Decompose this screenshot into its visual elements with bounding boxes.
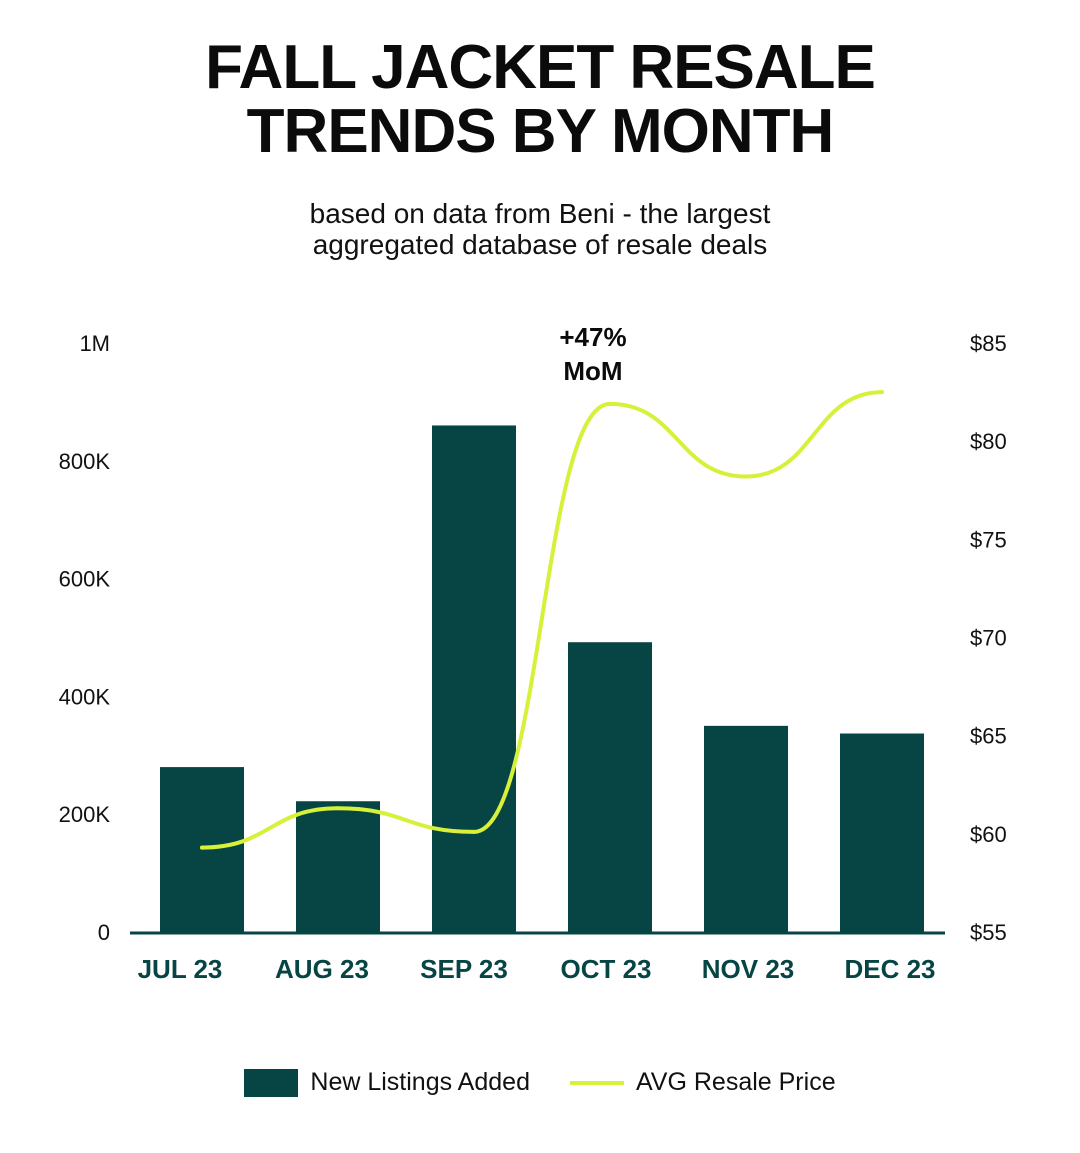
subtitle-line-1: based on data from Beni - the largest xyxy=(309,198,771,229)
y-right-tick-label: $70 xyxy=(970,626,1007,651)
legend-item-price: AVG Resale Price xyxy=(569,1068,836,1097)
avg-price-point xyxy=(608,401,612,406)
y-left-tick-label: 200K xyxy=(59,802,111,827)
x-tick-label: NOV 23 xyxy=(702,954,795,984)
annotation-mom: MoM xyxy=(563,356,622,386)
bar-sep-23 xyxy=(432,425,516,932)
y-left-tick-label: 400K xyxy=(59,684,111,709)
x-tick-label: OCT 23 xyxy=(560,954,651,984)
bar-nov-23 xyxy=(704,725,788,932)
y-right-tick-label: $65 xyxy=(970,724,1007,749)
y-left-tick-label: 600K xyxy=(59,567,111,592)
y-right-tick-label: $55 xyxy=(970,920,1007,945)
avg-price-point xyxy=(336,806,340,811)
x-tick-label: SEP 23 xyxy=(420,954,508,984)
avg-price-point xyxy=(744,474,748,479)
y-right-tick-label: $85 xyxy=(970,331,1007,356)
y-right-tick-label: $80 xyxy=(970,429,1007,454)
avg-price-point xyxy=(200,845,204,850)
title-line-1: FALL JACKET RESALE xyxy=(205,33,876,102)
x-tick-label: JUL 23 xyxy=(138,954,223,984)
y-right-tick-label: $75 xyxy=(970,527,1007,552)
y-left-tick-label: 0 xyxy=(98,920,110,945)
legend-bar-swatch xyxy=(244,1068,299,1097)
avg-price-point xyxy=(472,829,476,834)
legend-item-listings: New Listings Added xyxy=(244,1068,530,1097)
y-right-tick-label: $60 xyxy=(970,822,1007,847)
x-tick-label: DEC 23 xyxy=(844,954,935,984)
title-line-2: TRENDS BY MONTH xyxy=(246,97,835,166)
bar-dec-23 xyxy=(840,733,924,932)
bar-aug-23 xyxy=(296,801,380,932)
chart-title: FALL JACKET RESALE TRENDS BY MONTH xyxy=(0,36,1080,164)
annotation-percent: +47% xyxy=(559,322,626,352)
y-left-tick-label: 1M xyxy=(79,331,110,356)
avg-price-point xyxy=(880,390,884,395)
legend-line-swatch xyxy=(569,1080,624,1085)
chart-subtitle: based on data from Beni - the largest ag… xyxy=(0,198,1080,260)
legend-label-price: AVG Resale Price xyxy=(635,1068,836,1096)
legend-label-listings: New Listings Added xyxy=(310,1068,530,1096)
legend: New Listings Added AVG Resale Price xyxy=(0,1068,1080,1097)
subtitle-line-2: aggregated database of resale deals xyxy=(312,229,768,260)
y-left-tick-label: 800K xyxy=(59,449,111,474)
x-tick-label: AUG 23 xyxy=(275,954,369,984)
bar-oct-23 xyxy=(568,642,652,932)
